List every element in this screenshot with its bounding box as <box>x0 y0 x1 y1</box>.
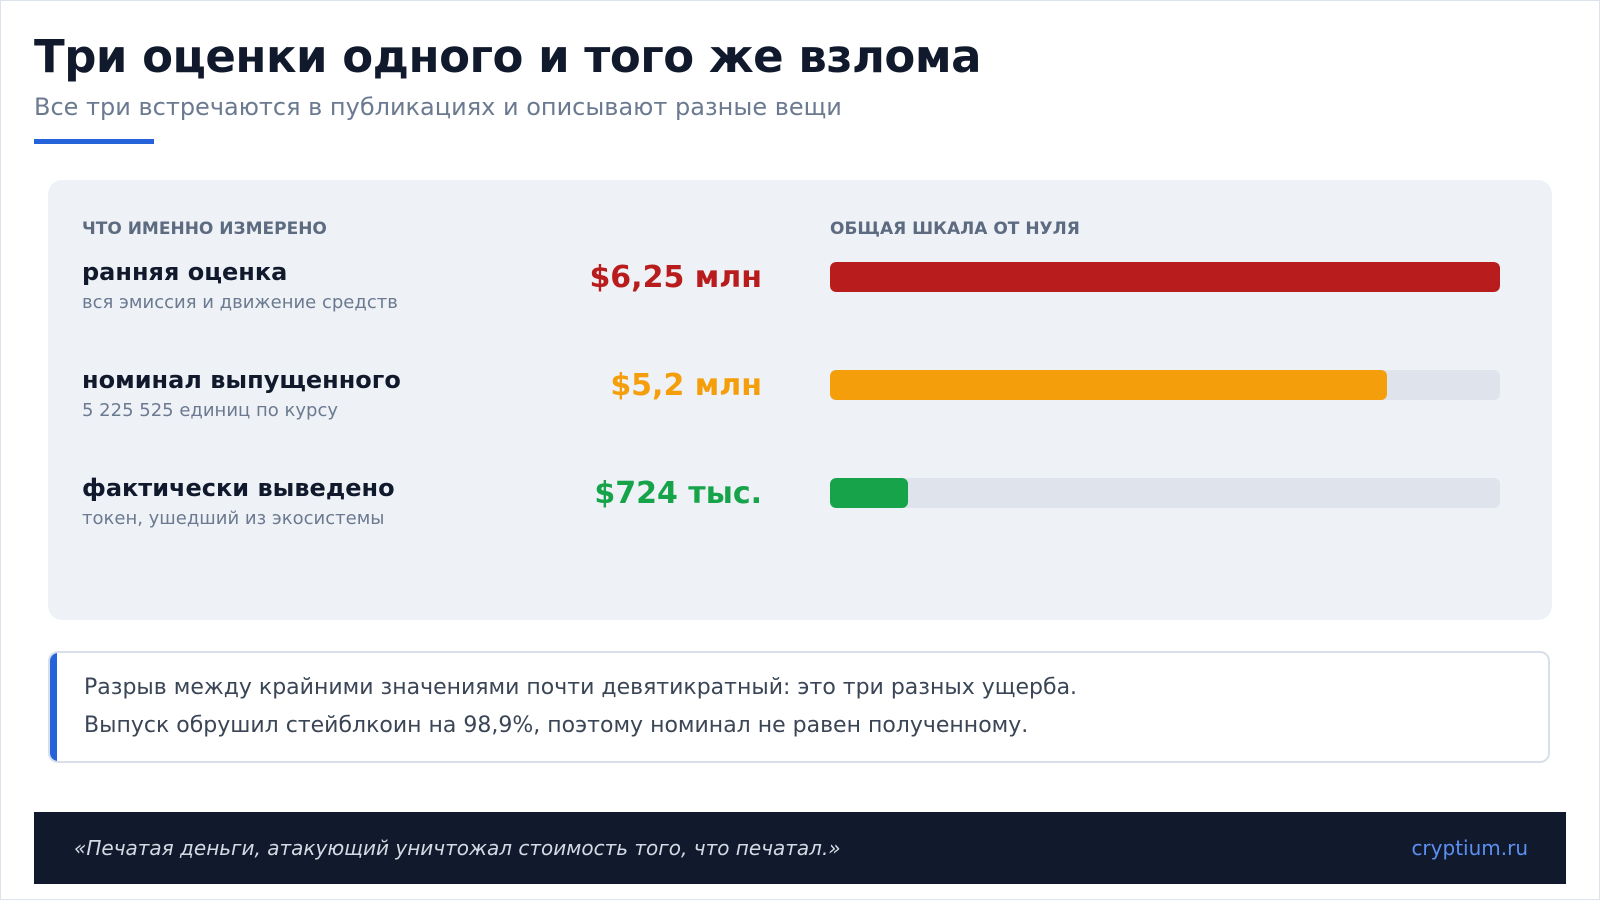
callout-line-2: Выпуск обрушил стейблкоин на 98,9%, поэт… <box>84 713 1029 738</box>
bar-category-label: фактически выведено <box>82 474 395 502</box>
bar-fill <box>830 478 908 508</box>
chart-row: номинал выпущенного 5 225 525 единиц по к… <box>0 366 1600 436</box>
footer-site-link[interactable]: cryptium.ru <box>1411 836 1528 860</box>
bar-fill <box>830 370 1387 400</box>
column-header-measured: ЧТО ИМЕННО ИЗМЕРЕНО <box>82 219 327 239</box>
callout-note: Разрыв между крайними значениями почти д… <box>48 651 1550 763</box>
callout-accent-bar <box>50 653 57 761</box>
bar-category-sublabel: вся эмиссия и движение средств <box>82 292 398 313</box>
chart-row: ранняя оценка вся эмиссия и движение сред… <box>0 258 1600 328</box>
page-title: Три оценки одного и того же взлома <box>34 30 981 83</box>
chart-row: фактически выведено токен, ушедший из эко… <box>0 474 1600 544</box>
page-subtitle: Все три встречаются в публикациях и опис… <box>34 93 842 121</box>
bar-category-label: ранняя оценка <box>82 258 288 286</box>
footer-quote: «Печатая деньги, атакующий уничтожал сто… <box>74 836 841 860</box>
bar-category-label: номинал выпущенного <box>82 366 401 394</box>
bar-fill <box>830 262 1500 292</box>
bar-value-label: $6,25 млн <box>589 260 762 295</box>
bar-track <box>830 262 1500 292</box>
column-header-scale: ОБЩАЯ ШКАЛА ОТ НУЛЯ <box>830 219 1080 239</box>
bar-value-label: $5,2 млн <box>610 368 762 403</box>
title-accent-rule <box>34 139 154 144</box>
footer-bar: «Печатая деньги, атакующий уничтожал сто… <box>34 812 1566 884</box>
bar-track <box>830 478 1500 508</box>
bar-category-sublabel: 5 225 525 единиц по курсу <box>82 400 338 421</box>
bar-category-sublabel: токен, ушедший из экосистемы <box>82 508 385 529</box>
chart-card <box>48 180 1552 620</box>
bar-track <box>830 370 1500 400</box>
bar-value-label: $724 тыс. <box>594 476 762 511</box>
callout-line-1: Разрыв между крайними значениями почти д… <box>84 675 1078 700</box>
